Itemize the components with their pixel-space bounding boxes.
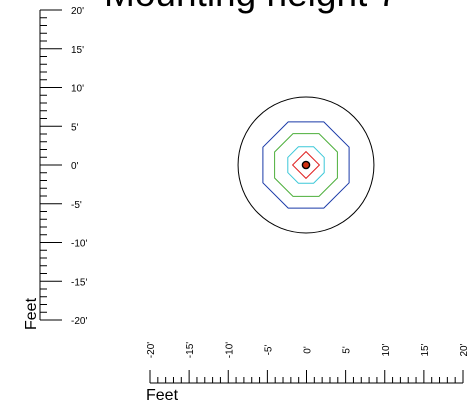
y-axis: 20' 15' 10' 5' 0' -5' -10' -15' -20' [39,6,87,327]
x-tick-label: 15' [420,343,431,356]
x-tick-label: 20' [459,343,470,356]
contour-3 [287,146,325,184]
contour-4 [291,150,321,180]
x-axis: -20' -15' -10' -5' 0' 5' 10' 15' 20' [146,342,470,384]
y-tick-label: 20' [71,6,84,17]
y-axis-label: Feet [23,297,40,330]
y-tick-label: 0' [71,161,79,172]
y-tick-label: -15' [71,277,87,288]
y-tick-label: 10' [71,84,84,95]
x-axis-label: Feet [146,387,179,404]
x-tick-label: -10' [224,342,235,358]
y-tick-label: -10' [71,239,87,250]
y-tick-label: -5' [71,200,82,211]
contour-2 [274,133,338,197]
y-tick-label: 15' [71,45,84,56]
chart-title: Mounting height 7 [104,0,398,15]
y-tick-label: -20' [71,316,87,327]
x-tick-label: 5' [342,346,353,354]
x-tick-label: -5' [263,345,274,356]
contour-group [237,96,375,234]
y-tick-label: 5' [71,122,79,133]
x-tick-label: -20' [146,342,157,358]
x-tick-label: 0' [303,346,314,354]
luminaire-marker [301,160,311,170]
contour-0 [237,96,375,234]
x-tick-label: -15' [185,342,196,358]
x-tick-label: 10' [381,343,392,356]
contour-1 [262,121,350,209]
